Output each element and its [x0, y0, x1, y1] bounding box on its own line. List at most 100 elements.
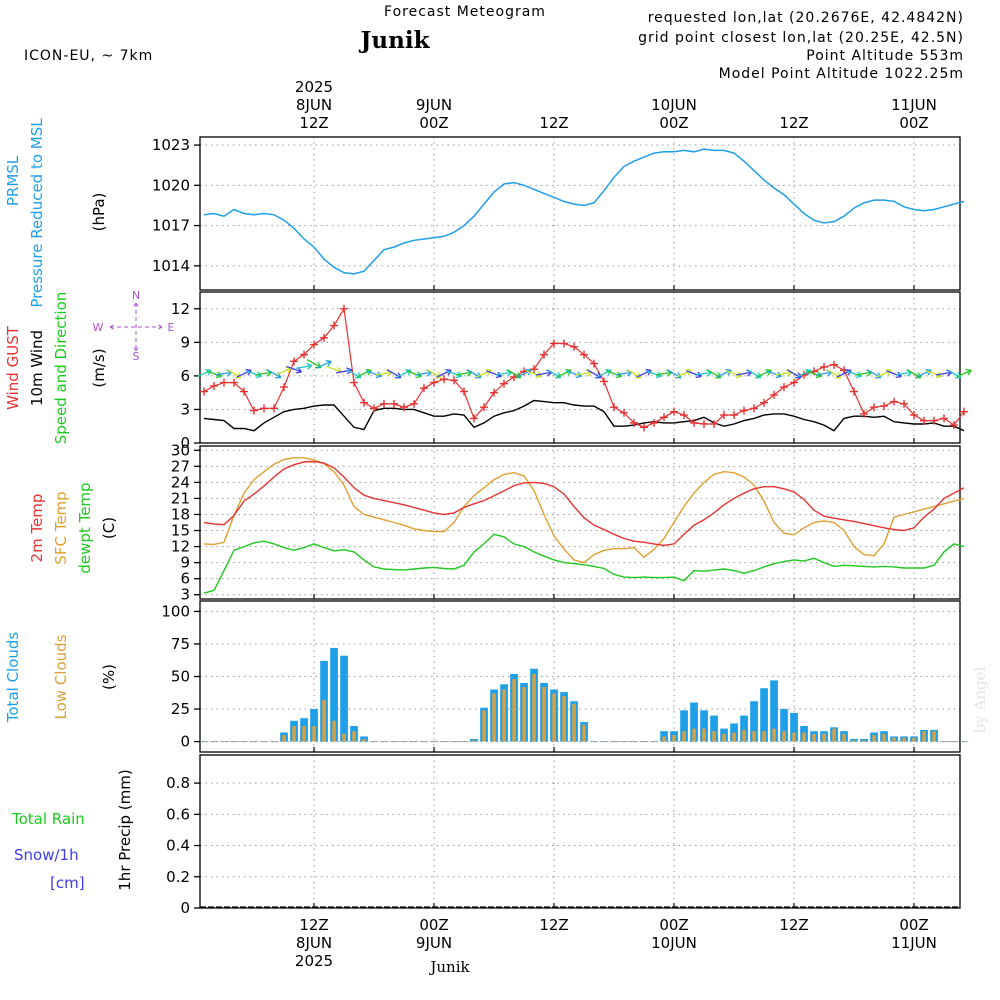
total-clouds-label: Total Clouds [4, 632, 22, 724]
gust-marker [890, 397, 898, 406]
y-tick-label: 0.2 [166, 868, 190, 886]
y-tick-label: 3 [180, 400, 190, 418]
gust-marker [270, 404, 278, 413]
gust-marker [450, 376, 458, 385]
precip-label: 1hr Precip (mm) [116, 769, 134, 890]
gust-marker [670, 407, 678, 416]
wind-direction-arrow [226, 369, 242, 379]
time-label-bottom: 00Z [899, 916, 928, 934]
low-cloud-bar [782, 731, 786, 742]
wind-direction-arrow [316, 360, 332, 369]
y-tick-label: 25 [171, 700, 190, 718]
gust-marker [440, 375, 448, 384]
watermark: by Angel [971, 666, 989, 733]
low-cloud-bar [762, 731, 766, 742]
wind-direction-arrow [386, 369, 402, 379]
gust-marker [600, 377, 608, 386]
low-cloud-bar [772, 728, 776, 742]
y-tick-label: 100 [161, 602, 190, 620]
total-cloud-bar [740, 715, 748, 742]
gust-marker [870, 403, 878, 412]
y-tick-label: 0.4 [166, 837, 190, 855]
compass-icon: N S E W [93, 289, 175, 363]
time-label-bottom: 9JUN [416, 934, 452, 952]
gust-marker [370, 404, 378, 413]
total-cloud-bar [310, 709, 318, 742]
low-cloud-bar [842, 733, 846, 742]
gust-marker [240, 387, 248, 396]
total-cloud-bar [700, 710, 708, 742]
gust-marker [280, 383, 288, 392]
y-tick-label: 0.8 [166, 774, 190, 792]
y-tick-label: 12 [171, 538, 190, 556]
wind-direction-arrow [826, 369, 842, 379]
y-tick-label: 1017 [152, 217, 190, 235]
total-cloud-bar [750, 701, 758, 742]
time-label-top: 10JUN [651, 96, 697, 114]
y-tick-label: 6 [180, 570, 190, 588]
gust-marker [390, 399, 398, 408]
gust-marker [310, 340, 318, 349]
gust-marker [430, 378, 438, 387]
meteogram-title: Forecast Meteogram [384, 4, 546, 20]
low-cloud-bar [342, 733, 346, 742]
gust-marker [260, 404, 268, 413]
gust-marker [680, 411, 688, 420]
wind-speed-line [203, 399, 965, 432]
low-cloud-bar [902, 737, 906, 742]
low-cloud-bar [492, 693, 496, 742]
time-label-bottom: 8JUN [296, 934, 332, 952]
gust-marker [230, 378, 238, 387]
dewpt-temp-label: dewpt Temp [76, 482, 94, 573]
gust-marker [760, 398, 768, 407]
y-tick-label: 12 [171, 300, 190, 318]
gust-marker [620, 408, 628, 417]
low-cloud-bar [742, 729, 746, 742]
time-label-top: 9JUN [416, 96, 452, 114]
gust-marker [960, 407, 968, 416]
time-label-top: 00Z [899, 114, 928, 132]
low-cloud-bar [532, 673, 536, 742]
grid-point-coordinates: grid point closest lon,lat (20.25E, 42.5… [638, 30, 964, 46]
y-tick-label: 75 [171, 635, 190, 653]
gust-marker [820, 362, 828, 371]
time-label-top: 00Z [419, 114, 448, 132]
low-cloud-bar [832, 728, 836, 742]
gust-marker [860, 409, 868, 418]
temperature-unit: (C) [100, 517, 118, 539]
low-cloud-bar [512, 679, 516, 742]
time-label-top: 12Z [779, 114, 808, 132]
gust-marker [930, 416, 938, 425]
low-cloud-bar [672, 735, 676, 742]
clouds-unit: (%) [100, 664, 118, 690]
wind-unit: (m/s) [90, 348, 108, 387]
low-cloud-bar [822, 733, 826, 742]
low-cloud-bar [562, 696, 566, 742]
wind-speed-label: 10m Wind [28, 330, 46, 406]
low-cloud-bar [872, 735, 876, 742]
time-label-top: 8JUN [296, 96, 332, 114]
low-cloud-bar [862, 740, 866, 742]
total-cloud-bar [790, 712, 798, 742]
compass-arrows [109, 302, 163, 352]
gust-marker [850, 387, 858, 396]
gust-marker [910, 411, 918, 420]
wind-direction-arrow [866, 369, 882, 379]
gust-marker [490, 388, 498, 397]
gust-marker [720, 411, 728, 420]
low-cloud-bar [662, 736, 666, 742]
low-cloud-bar [302, 726, 306, 742]
wind-direction-arrow [746, 369, 762, 379]
wind-direction-arrow [196, 369, 212, 378]
low-cloud-bar [912, 737, 916, 742]
snow-legend: Snow/1h [14, 846, 79, 864]
low-cloud-bar [752, 731, 756, 742]
time-label-bottom: 12Z [299, 916, 328, 934]
gust-marker [880, 402, 888, 411]
point-altitude: Point Altitude 553m [806, 48, 964, 64]
total-cloud-bar [710, 715, 718, 742]
time-label-top: 12Z [299, 114, 328, 132]
total-cloud-bar [770, 680, 778, 742]
y-tick-label: 50 [171, 668, 190, 686]
